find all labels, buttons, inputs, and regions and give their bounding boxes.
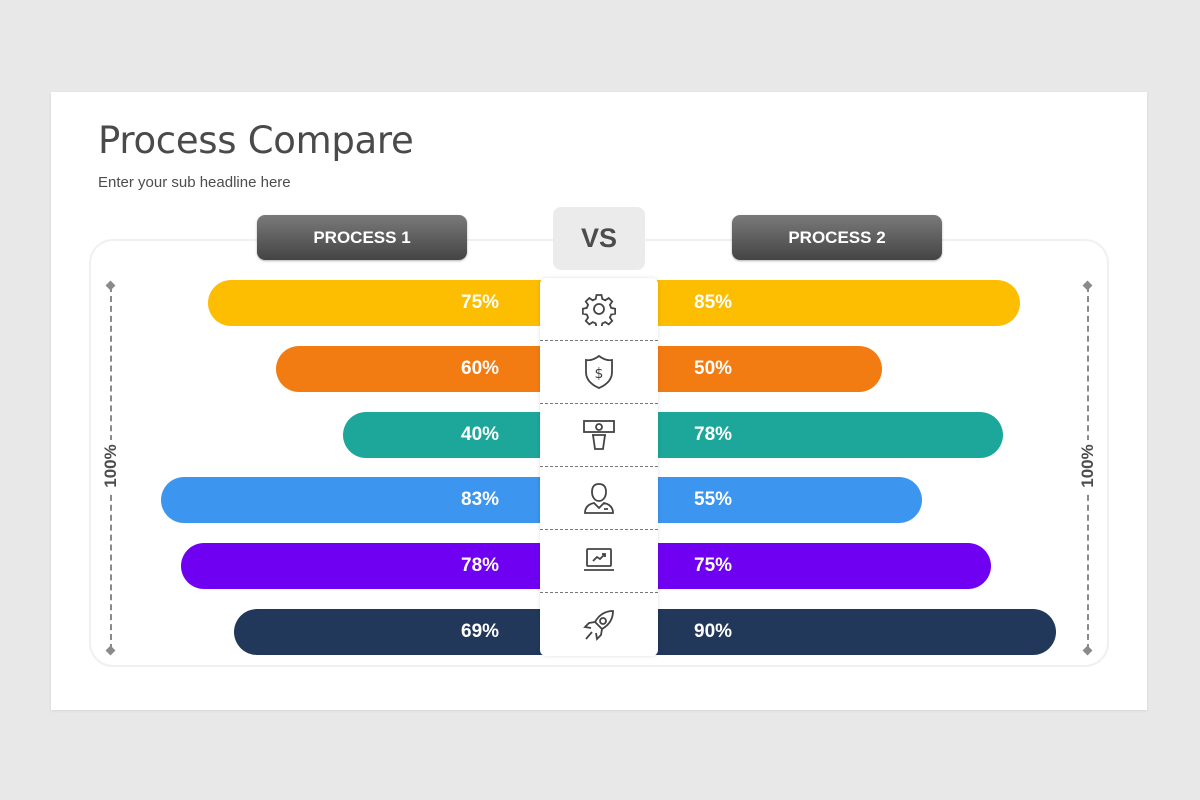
icon-column: $	[540, 278, 658, 656]
svg-text:$: $	[595, 366, 604, 382]
process-1-value: 83%	[461, 489, 500, 511]
page-title: Process Compare	[98, 119, 414, 162]
process-1-value: 69%	[461, 621, 500, 642]
process-2-value: 85%	[694, 292, 733, 313]
comparison-bar-row: 40% 78%	[343, 411, 1003, 458]
shield-dollar-icon: $	[585, 354, 613, 389]
axis-marker	[1082, 645, 1093, 656]
axis-label: 100%	[1074, 440, 1102, 492]
left-axis: 100%	[97, 280, 125, 656]
presenter-icon	[583, 420, 615, 450]
icon-cell	[540, 278, 658, 341]
process-1-value: 40%	[461, 423, 500, 445]
page-subtitle: Enter your sub headline here	[98, 174, 291, 191]
laptop-growth-icon	[584, 548, 614, 571]
right-axis: 100%	[1074, 280, 1102, 656]
vs-badge: VS	[553, 207, 645, 270]
process-1-value: 75%	[461, 292, 500, 313]
process-2-value: 50%	[694, 357, 733, 379]
icon-cell	[540, 467, 658, 530]
icon-cell	[540, 530, 658, 593]
axis-marker	[105, 280, 116, 291]
icon-cell: $	[540, 341, 658, 404]
process-2-value: 78%	[694, 423, 733, 445]
process-1-header: PROCESS 1	[257, 215, 467, 260]
process-1-value: 78%	[461, 555, 500, 577]
icon-cell	[540, 593, 658, 656]
process-1-value: 60%	[461, 357, 500, 379]
gear-icon	[582, 294, 616, 326]
process-2-value: 75%	[694, 555, 733, 577]
process-2-value: 90%	[694, 621, 733, 642]
slide: Process Compare Enter your sub headline …	[51, 92, 1147, 710]
process-2-value: 55%	[694, 489, 733, 511]
process-2-header: PROCESS 2	[732, 215, 942, 260]
icon-cell	[540, 404, 658, 467]
rocket-icon	[583, 609, 614, 641]
axis-marker	[1082, 280, 1093, 291]
axis-label: 100%	[97, 440, 125, 492]
businessman-icon	[584, 483, 614, 514]
axis-marker	[105, 645, 116, 656]
